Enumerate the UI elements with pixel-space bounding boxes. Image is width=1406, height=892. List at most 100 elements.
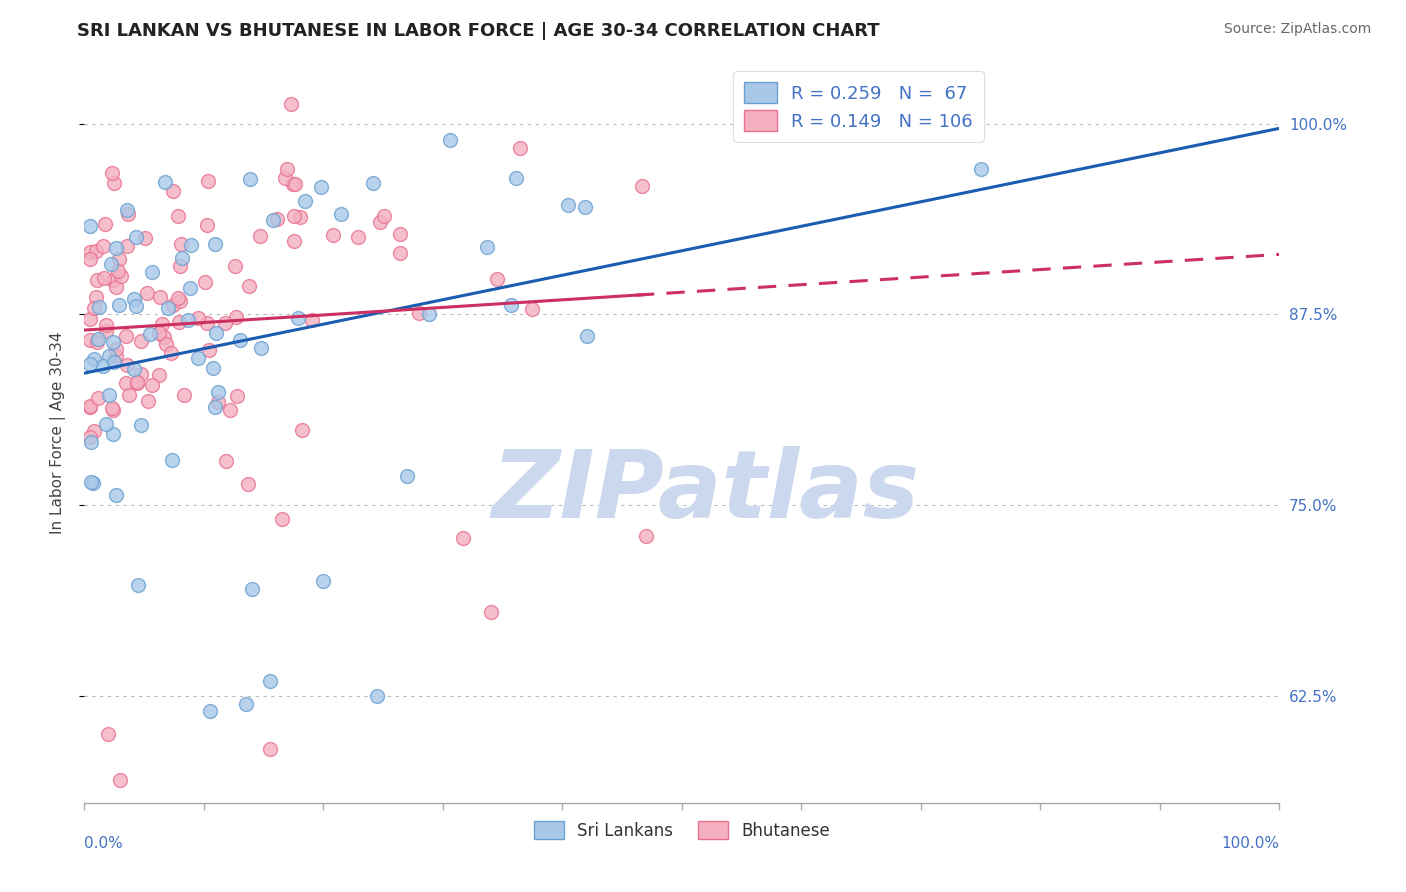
Point [84,289,107,303]
Point [101,427,124,442]
Point [96,324,118,338]
Point [86,391,108,405]
Point [101,402,124,417]
Point [207,395,229,409]
Point [170,236,193,251]
Point [100,257,122,271]
Point [103,334,125,349]
Point [136,286,159,301]
Point [270,511,292,525]
Point [114,328,136,343]
Point [149,290,172,304]
Point [141,377,163,392]
Point [239,172,262,186]
Point [108,252,131,267]
Point [290,423,312,437]
Point [101,272,124,286]
Point [215,454,238,468]
Point [79,357,101,371]
Point [97,349,120,363]
Point [214,317,236,331]
Point [94,217,117,231]
Point [110,268,132,283]
Point [118,387,141,401]
Point [156,301,179,316]
Point [205,326,228,341]
Point [204,400,226,414]
Point [134,231,156,245]
Point [80,475,103,489]
Point [129,367,152,381]
Point [575,329,598,343]
Point [368,214,391,228]
Point [509,141,531,155]
Point [266,211,288,226]
Point [202,361,225,376]
Point [187,351,209,365]
Point [283,234,305,248]
Point [180,237,202,252]
Point [80,434,103,449]
Point [249,229,271,244]
Point [141,265,163,279]
Point [287,310,309,325]
Point [207,384,229,399]
Point [274,170,297,185]
Point [83,351,105,366]
Point [311,179,333,194]
Point [107,298,129,312]
Point [86,335,108,350]
Point [79,219,101,233]
Point [194,275,217,289]
Point [347,230,370,244]
Y-axis label: In Labor Force | Age 30-34: In Labor Force | Age 30-34 [51,331,66,534]
Point [262,213,284,227]
Point [129,334,152,348]
Point [312,574,335,589]
Point [198,704,221,718]
Point [87,300,110,314]
Point [117,203,139,218]
Point [97,388,120,402]
Point [439,133,461,147]
Point [284,177,307,191]
Point [235,697,257,711]
Point [162,184,184,198]
Point [301,313,323,327]
Point [475,240,498,254]
Point [322,227,344,242]
Point [389,246,412,260]
Point [115,358,138,372]
Point [86,333,108,347]
Point [329,207,352,221]
Point [107,264,129,278]
Point [479,605,502,619]
Point [93,271,115,285]
Point [94,417,117,432]
Point [259,673,281,688]
Point [169,294,191,309]
Point [224,259,246,273]
Point [125,375,148,389]
Point [505,170,527,185]
Point [83,424,105,438]
Point [195,316,218,330]
Point [169,259,191,273]
Point [86,273,108,287]
Point [259,742,281,756]
Point [153,330,176,344]
Point [281,178,304,192]
Point [219,403,242,417]
Point [115,239,138,253]
Point [97,727,120,741]
Point [79,399,101,413]
Point [173,388,195,402]
Point [79,312,101,326]
Point [117,207,139,221]
Point [366,689,388,703]
Point [127,578,149,592]
Point [114,376,136,391]
Point [91,239,114,253]
Point [103,176,125,190]
Point [94,318,117,333]
